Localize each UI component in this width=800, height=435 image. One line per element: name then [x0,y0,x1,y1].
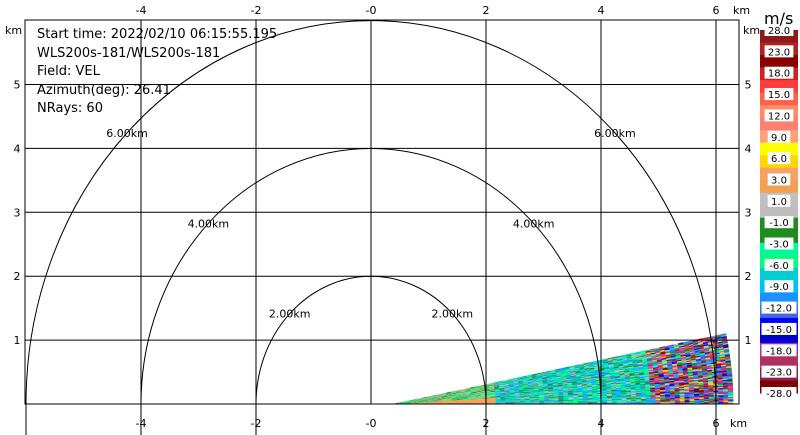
range-ring-label: 4.00km [188,217,230,230]
range-ring-label: 2.00km [432,308,474,321]
info-block: Start time: 2022/02/10 06:15:55.195 WLS2… [37,26,277,119]
y-tick-label-left: 5 [14,79,21,92]
velocity-sector [393,333,734,404]
colorbar-label: -6.0 [769,261,789,272]
range-ring-label: 6.00km [594,127,636,140]
colorbar-label: 3.0 [771,175,787,186]
colorbar-label: 6.0 [771,154,787,165]
colorbar-label: 18.0 [768,69,790,80]
range-ring-label: 4.00km [513,217,555,230]
colorbar-label: -18.0 [766,346,792,357]
x-tick-label-bottom: 2 [483,417,490,430]
colorbar-label: 15.0 [768,90,790,101]
y-tick-label-left: 1 [14,334,21,347]
range-ring-label: 2.00km [269,308,311,321]
colorbar-label: -12.0 [766,304,792,315]
range-ring-label: 6.00km [106,127,148,140]
x-tick-label-bottom: -4 [136,417,147,430]
x-tick-label-top: 2 [483,4,490,17]
x-tick-label-bottom: -2 [251,417,262,430]
y-tick-label-left: 4 [14,142,21,155]
x-tick-label-top: 6 [713,4,720,17]
x-tick-label-top: 4 [598,4,605,17]
colorbar-label: 9.0 [771,133,787,144]
axis-unit-bottom-right: km [730,417,747,430]
y-tick-label-right: 3 [745,206,752,219]
colorbar: 28.023.018.015.012.09.06.03.01.0-1.0-3.0… [760,24,798,400]
x-tick-label-top: -2 [251,4,262,17]
field-name: Field: VEL [37,64,100,79]
colorbar-label: 23.0 [768,47,790,58]
colorbar-label: 1.0 [771,197,787,208]
colorbar-label: -9.0 [769,282,789,293]
colorbar-label: -28.0 [766,389,792,400]
nrays: NRays: 60 [37,101,103,116]
colorbar-label: -3.0 [769,240,789,251]
x-tick-label-top: -4 [136,4,147,17]
start-time: Start time: 2022/02/10 06:15:55.195 [37,27,278,42]
colorbar-label: 12.0 [768,111,790,122]
x-tick-label-bottom: 6 [713,417,720,430]
y-tick-label-right: 2 [745,270,752,283]
y-tick-label-right: 5 [745,79,752,92]
axis-unit-top-left: km [5,24,22,37]
colorbar-unit: m/s [764,9,793,28]
colorbar-label: -15.0 [766,325,792,336]
colorbar-label: -1.0 [769,218,789,229]
azimuth: Azimuth(deg): 26.41 [37,82,171,98]
axis-unit-top-right: km [733,4,750,17]
site-name: WLS200s-181/WLS200s-181 [37,45,221,61]
y-tick-label-left: 2 [14,270,21,283]
x-tick-label-bottom: -0 [366,417,377,430]
y-tick-label-right: 1 [745,334,752,347]
axis-unit-right: km [743,24,760,37]
x-tick-label-bottom: 4 [598,417,605,430]
x-tick-label-top: -0 [366,4,377,17]
y-tick-label-left: 3 [14,206,21,219]
y-tick-label-right: 4 [745,142,752,155]
colorbar-label: -23.0 [766,368,792,379]
